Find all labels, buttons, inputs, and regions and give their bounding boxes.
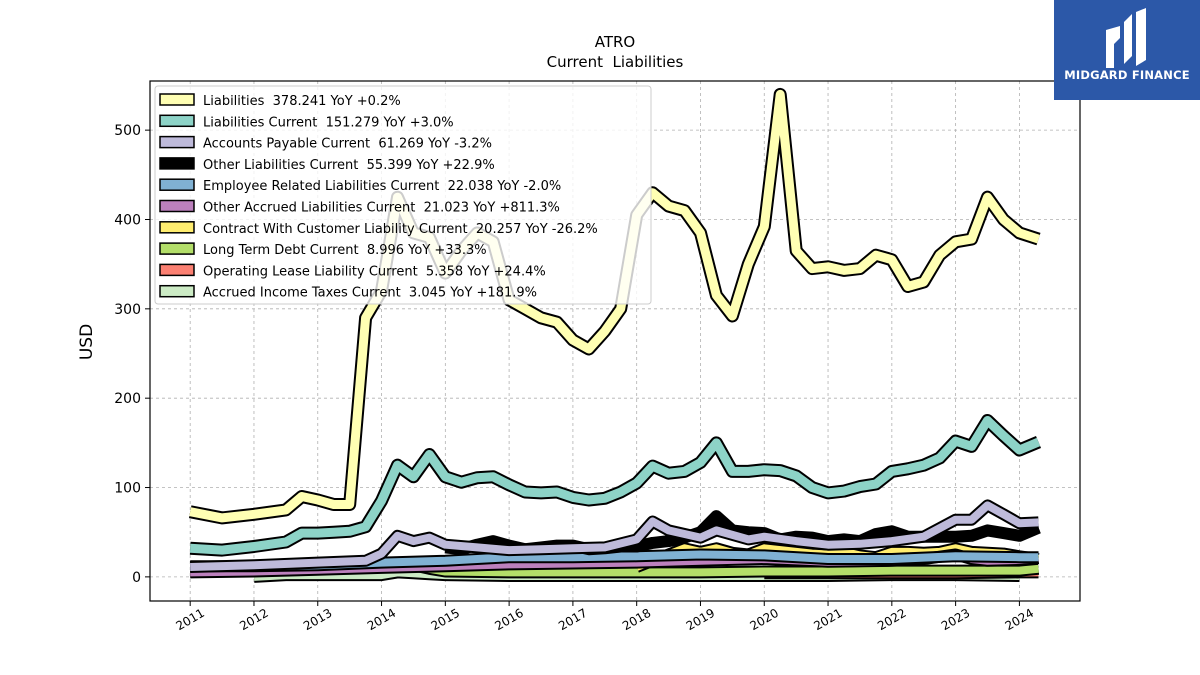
y-tick-label: 400 bbox=[114, 212, 141, 228]
x-tick-label: 2023 bbox=[939, 606, 972, 633]
legend-swatch bbox=[159, 114, 195, 128]
x-tick-label: 2013 bbox=[301, 606, 334, 633]
x-tick-label: 2019 bbox=[684, 606, 717, 633]
series-line bbox=[189, 416, 1041, 555]
legend-label: Operating Lease Liability Current 5.358 … bbox=[203, 264, 546, 279]
x-tick-label: 2016 bbox=[492, 606, 525, 633]
legend-label: Accrued Income Taxes Current 3.045 YoY +… bbox=[203, 286, 537, 301]
legend-swatch bbox=[159, 221, 195, 234]
plot-frame bbox=[149, 80, 1081, 602]
legend-swatch bbox=[159, 199, 195, 213]
legend-swatch bbox=[159, 242, 195, 255]
y-axis-label: USD bbox=[77, 324, 97, 360]
y-tick-label: 500 bbox=[114, 123, 141, 139]
x-tick-label: 2020 bbox=[748, 606, 781, 633]
x-tick-label: 2022 bbox=[875, 606, 908, 633]
y-tick-label: 0 bbox=[132, 570, 141, 586]
legend-label: Liabilities Current 151.279 YoY +3.0% bbox=[203, 115, 454, 130]
chart-title: ATRO bbox=[595, 33, 636, 51]
midgard-logo-icon bbox=[1106, 8, 1146, 68]
legend-label: Liabilities 378.241 YoY +0.2% bbox=[203, 94, 401, 109]
x-tick-label: 2011 bbox=[173, 606, 206, 633]
y-tick-label: 100 bbox=[114, 481, 141, 497]
legend-swatch bbox=[159, 263, 195, 277]
legend-label: Other Accrued Liabilities Current 21.023… bbox=[203, 201, 560, 216]
legend-swatch bbox=[159, 135, 195, 149]
legend-swatch bbox=[159, 157, 195, 170]
brand-logo: MIDGARD FINANCE bbox=[1054, 0, 1200, 100]
series-line bbox=[190, 501, 1039, 571]
y-tick-label: 300 bbox=[114, 302, 141, 318]
legend-swatch bbox=[159, 284, 195, 298]
x-tick-label: 2024 bbox=[1003, 606, 1036, 633]
x-tick-label: 2021 bbox=[811, 606, 844, 633]
legend-label: Long Term Debt Current 8.996 YoY +33.3% bbox=[203, 243, 487, 258]
legend-box bbox=[154, 85, 652, 305]
chart-subtitle: Current Liabilities bbox=[547, 53, 684, 71]
x-tick-label: 2015 bbox=[429, 606, 462, 633]
x-tick-label: 2012 bbox=[237, 606, 270, 633]
legend-swatch bbox=[159, 93, 195, 106]
x-tick-label: 2018 bbox=[620, 606, 653, 633]
legend: Liabilities 378.241 YoY +0.2% Liabilities… bbox=[154, 85, 652, 305]
x-tick-label: 2017 bbox=[556, 606, 589, 633]
legend-swatch bbox=[159, 178, 195, 191]
legend-label: Other Liabilities Current 55.399 YoY +22… bbox=[203, 158, 495, 173]
brand-name: MIDGARD FINANCE bbox=[1064, 68, 1190, 82]
legend-label: Contract With Customer Liability Current… bbox=[203, 222, 598, 237]
y-tick-label: 200 bbox=[114, 391, 141, 407]
legend-label: Employee Related Liabilities Current 22.… bbox=[203, 179, 561, 194]
x-tick-label: 2014 bbox=[365, 606, 398, 633]
legend-label: Accounts Payable Current 61.269 YoY -3.2… bbox=[203, 137, 492, 152]
